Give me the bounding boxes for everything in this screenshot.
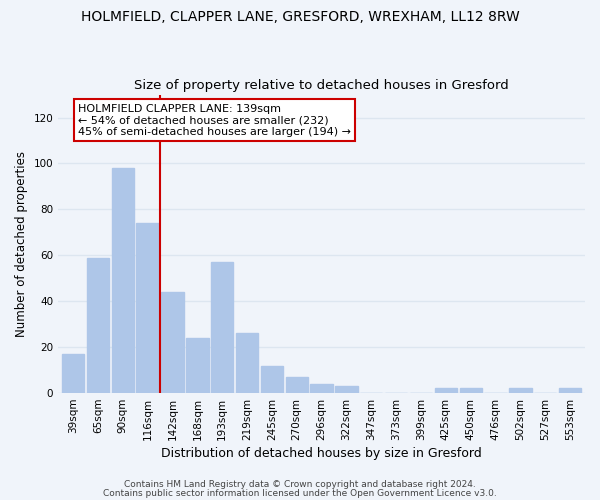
Bar (62, 354, 84, 393)
Bar (186, 338, 209, 393)
Text: Contains HM Land Registry data © Crown copyright and database right 2024.: Contains HM Land Registry data © Crown c… (124, 480, 476, 489)
Bar (286, 377, 308, 393)
Text: HOLMFIELD, CLAPPER LANE, GRESFORD, WREXHAM, LL12 8RW: HOLMFIELD, CLAPPER LANE, GRESFORD, WREXH… (80, 10, 520, 24)
Bar (310, 384, 333, 393)
Bar (87, 258, 109, 393)
Text: Contains public sector information licensed under the Open Government Licence v3: Contains public sector information licen… (103, 488, 497, 498)
Bar (460, 388, 482, 393)
Bar (236, 334, 258, 393)
X-axis label: Distribution of detached houses by size in Gresford: Distribution of detached houses by size … (161, 447, 482, 460)
Bar (509, 388, 532, 393)
Bar (260, 366, 283, 393)
Bar (161, 292, 184, 393)
Bar (211, 262, 233, 393)
Bar (335, 386, 358, 393)
Bar (559, 388, 581, 393)
Text: HOLMFIELD CLAPPER LANE: 139sqm
← 54% of detached houses are smaller (232)
45% of: HOLMFIELD CLAPPER LANE: 139sqm ← 54% of … (78, 104, 351, 137)
Bar (112, 168, 134, 393)
Y-axis label: Number of detached properties: Number of detached properties (15, 151, 28, 337)
Bar (434, 388, 457, 393)
Bar (136, 223, 159, 393)
Title: Size of property relative to detached houses in Gresford: Size of property relative to detached ho… (134, 79, 509, 92)
